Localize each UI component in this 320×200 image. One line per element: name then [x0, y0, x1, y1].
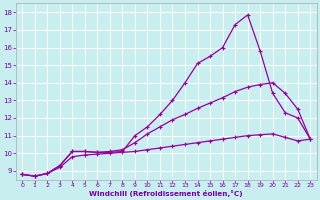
X-axis label: Windchill (Refroidissement éolien,°C): Windchill (Refroidissement éolien,°C) [89, 190, 243, 197]
